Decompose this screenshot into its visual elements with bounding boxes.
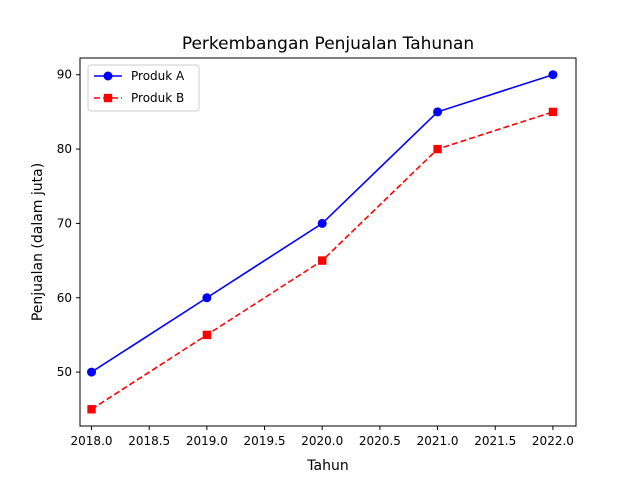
x-tick-label: 2022.0 [532,434,574,448]
y-tick-label: 90 [57,68,72,82]
legend-marker-produk-b [103,93,113,103]
data-point-produk-a [433,107,443,117]
data-point-produk-a [87,367,97,377]
data-point-produk-b [202,330,212,340]
x-tick-label: 2020.5 [359,434,401,448]
x-tick-label: 2018.5 [128,434,170,448]
data-point-produk-a [548,70,558,80]
x-tick-label: 2019.5 [244,434,286,448]
x-tick-label: 2021.0 [417,434,459,448]
data-point-produk-a [317,218,327,228]
y-tick-label: 70 [57,216,72,230]
chart-title: Perkembangan Penjualan Tahunan [182,34,474,54]
data-point-produk-a [202,293,212,303]
x-tick-label: 2020.0 [301,434,343,448]
x-axis-label: Tahun [306,458,348,474]
legend-label-produk-b: Produk B [131,91,184,105]
legend-label-produk-a: Produk A [131,69,185,83]
y-axis: 50 60 70 80 90 [57,68,80,379]
legend-marker-produk-a [103,71,113,81]
x-tick-label: 2021.5 [474,434,516,448]
y-tick-label: 80 [57,142,72,156]
y-tick-label: 60 [57,291,72,305]
data-point-produk-b [87,405,96,414]
plot-area [87,70,558,414]
plot-frame [79,57,577,427]
data-point-produk-b [548,107,558,117]
x-axis: 2018.0 2018.5 2019.0 2019.5 2020.0 2020.5 2021… [71,426,574,448]
x-tick-label: 2018.0 [71,434,113,448]
x-tick-label: 2019.0 [186,434,228,448]
legend: Produk A Produk B [87,64,200,112]
data-point-produk-b [433,144,442,154]
y-tick-label: 50 [57,365,72,379]
y-axis-label: Penjualan (dalam juta) [30,163,46,321]
data-point-produk-b [318,256,327,265]
